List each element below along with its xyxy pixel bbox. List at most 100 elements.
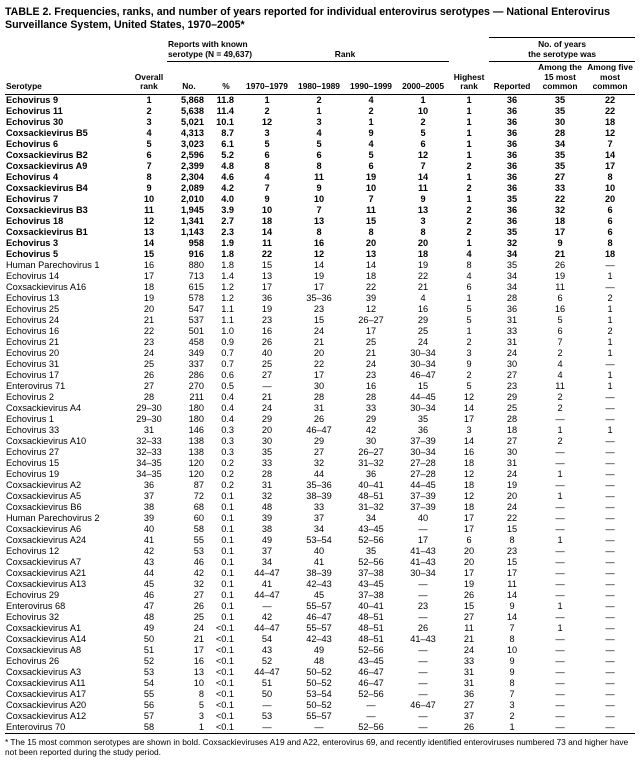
cell-overall-rank: 11 [144, 204, 154, 215]
cell-rank-1970-1979: 24 [261, 402, 273, 413]
cell-years-among-15: — [555, 556, 565, 567]
cell-years-among-5: — [605, 490, 615, 501]
cell-reports-no: 58 [193, 523, 204, 534]
cell-overall-rank: 57 [143, 710, 155, 721]
cell-rank-2000-2005: — [418, 688, 428, 699]
cell-years-among-5: — [605, 699, 615, 710]
cell-years-reported: 20 [506, 490, 518, 501]
cell-rank-1980-1989: 34 [313, 523, 325, 534]
cell-rank-1970-1979: 21 [261, 391, 273, 402]
cell-reports-no: 211 [189, 391, 204, 402]
cell-rank-2000-2005: — [418, 666, 428, 677]
cell-rank-1990-1999: 19 [365, 171, 377, 182]
table-row: Echovirus 12 42 53 0.1 37 40 35 41–43 20 23 — — [5, 546, 635, 557]
cell-years-reported: 36 [506, 303, 518, 314]
cell-rank-1970-1979: 40 [261, 347, 273, 358]
cell-years-reported: 15 [506, 523, 518, 534]
cell-years-among-15: 17 [554, 226, 566, 237]
cell-reports-no: 349 [188, 347, 204, 358]
cell-rank-1980-1989: 17 [313, 281, 325, 292]
cell-rank-1970-1979: 44–47 [254, 589, 280, 600]
cell-highest-rank: 6 [466, 281, 472, 292]
cell-reports-percent: 0.4 [221, 402, 234, 413]
cell-overall-rank: 50 [143, 633, 155, 644]
cell-reports-percent: <0.1 [215, 710, 234, 721]
cell-rank-1980-1989: 50–52 [306, 666, 332, 677]
cell-rank-1970-1979: 15 [261, 259, 273, 270]
cell-years-reported: 9 [509, 600, 515, 611]
cell-reports-no: 337 [188, 358, 204, 369]
col-header-highest-rank: Highest rank [449, 37, 490, 95]
cell-reports-percent: 0.7 [221, 358, 234, 369]
table-row: Echovirus 6 5 3,023 6.1 5 5 4 6 1 36 34 7 [5, 139, 635, 150]
cell-serotype: Coxsackievirus A4 [6, 402, 82, 413]
cell-rank-1980-1989: 22 [313, 358, 325, 369]
table-row: Coxsackievirus A1 49 24 <0.1 44–47 55–57 48–51… [5, 623, 635, 634]
cell-rank-1970-1979: 43 [261, 644, 273, 655]
cell-highest-rank: 3 [466, 424, 472, 435]
cell-reports-no: 4,313 [181, 127, 204, 138]
cell-years-among-15: 4 [557, 369, 563, 380]
cell-overall-rank: 1 [146, 94, 152, 105]
cell-years-reported: 24 [506, 468, 518, 479]
table-row: Human Parechovirus 1 16 880 1.8 15 14 14 19 8 35 2… [5, 260, 635, 271]
cell-years-among-15: — [555, 512, 565, 523]
table-row: Coxsackievirus B1 13 1,143 2.3 14 8 8 8 2 35 17 6 [5, 227, 635, 238]
cell-years-among-5: — [605, 666, 615, 677]
cell-overall-rank: 14 [143, 237, 155, 248]
cell-years-among-5: — [605, 633, 615, 644]
cell-rank-1970-1979: 5 [264, 138, 270, 149]
cell-overall-rank: 7 [146, 160, 152, 171]
cell-rank-2000-2005: 1 [420, 94, 426, 105]
cell-reports-no: 180 [188, 413, 204, 424]
cell-highest-rank: 2 [466, 160, 472, 171]
cell-serotype: Coxsackievirus A12 [6, 710, 87, 721]
col-header-no: No. [167, 61, 211, 95]
cell-rank-1990-1999: 26–27 [358, 314, 384, 325]
cell-highest-rank: 12 [463, 468, 475, 479]
cell-reports-no: 537 [188, 314, 204, 325]
col-header-percent: % [211, 61, 241, 95]
cell-serotype: Echovirus 14 [6, 270, 60, 281]
cell-rank-1990-1999: — [366, 710, 376, 721]
cell-reports-percent: 10.1 [216, 116, 234, 127]
cell-rank-1980-1989: 19 [313, 270, 325, 281]
cell-years-among-5: 22 [604, 105, 616, 116]
cell-years-reported: 24 [506, 347, 518, 358]
cell-years-reported: 14 [506, 611, 518, 622]
group-header-rank: Rank [241, 37, 450, 63]
cell-rank-1990-1999: 4 [368, 94, 374, 105]
cell-years-among-15: 4 [557, 358, 563, 369]
cell-serotype: Coxsackievirus A20 [6, 699, 87, 710]
cell-reports-no: 2,596 [181, 149, 204, 160]
cell-overall-rank: 20 [143, 303, 155, 314]
cell-reports-percent: 11.4 [216, 105, 234, 116]
cell-years-among-15: 34 [554, 138, 566, 149]
cell-rank-1990-1999: 7 [368, 193, 374, 204]
cell-highest-rank: 17 [463, 512, 475, 523]
table-row: Coxsackievirus B2 6 2,596 5.2 6 6 5 12 1 36 35 14 [5, 150, 635, 161]
cell-reports-no: 3 [198, 710, 204, 721]
cell-rank-1980-1989: 30 [313, 380, 325, 391]
cell-years-among-15: — [555, 633, 565, 644]
cell-reports-percent: 2.3 [221, 226, 234, 237]
cell-rank-1970-1979: 20 [261, 424, 273, 435]
cell-years-reported: 15 [506, 556, 518, 567]
cell-rank-1990-1999: 15 [365, 215, 377, 226]
cell-years-among-5: 17 [604, 160, 616, 171]
cell-years-among-15: 1 [557, 468, 563, 479]
cell-rank-1970-1979: 44–47 [254, 622, 280, 633]
cell-reports-percent: 4.2 [221, 182, 234, 193]
cell-overall-rank: 12 [143, 215, 155, 226]
cell-serotype: Coxsackievirus B3 [6, 204, 88, 215]
cell-reports-percent: <0.1 [215, 655, 234, 666]
table-title: TABLE 2. Frequencies, ranks, and number … [5, 6, 610, 31]
cell-years-among-15: — [555, 699, 565, 710]
cell-rank-2000-2005: 18 [417, 248, 429, 259]
cell-rank-1980-1989: 31 [313, 402, 325, 413]
cell-years-among-5: 1 [607, 424, 613, 435]
table-row: Echovirus 7 10 2,010 4.0 9 10 7 9 1 35 22 20 [5, 194, 635, 205]
cell-serotype: Echovirus 32 [6, 611, 60, 622]
table-row: Echovirus 9 1 5,868 11.8 1 2 4 1 1 36 35 22 [5, 94, 635, 106]
cell-reports-percent: <0.1 [215, 721, 234, 732]
